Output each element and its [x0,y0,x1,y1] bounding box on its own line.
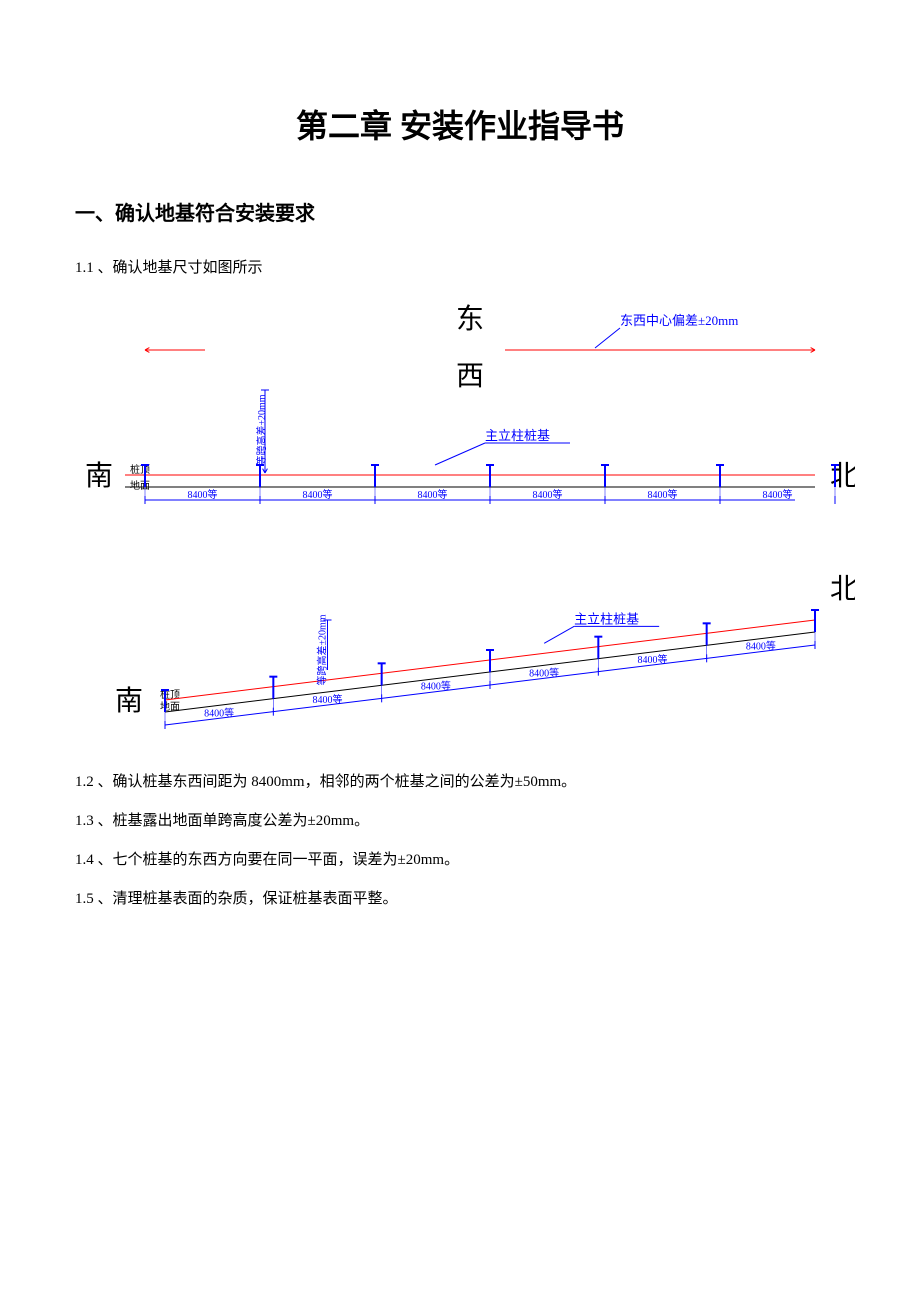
svg-text:8400等: 8400等 [529,667,559,680]
svg-text:等跨高差±20mm: 等跨高差±20mm [255,395,268,466]
svg-text:南: 南 [115,685,143,717]
item-1-1: 1.1 、确认地基尺寸如图所示 [75,256,845,280]
svg-text:8400等: 8400等 [648,488,678,501]
svg-text:8400等: 8400等 [313,693,343,706]
svg-text:8400等: 8400等 [303,488,333,501]
svg-text:8400等: 8400等 [204,707,234,720]
svg-text:8400等: 8400等 [188,488,218,501]
svg-text:主立柱桩基: 主立柱桩基 [574,612,639,627]
foundation-diagram: 东西南北东西中心偏差±20mm桩顶地面8400等8400等8400等8400等8… [75,300,845,730]
svg-text:西: 西 [456,361,484,392]
item-1-2: 1.2 、确认桩基东西间距为 8400mm，相邻的两个桩基之间的公差为±50mm… [75,770,845,794]
chapter-title: 第二章 安装作业指导书 [75,101,845,147]
svg-text:8400等: 8400等 [638,653,668,666]
svg-text:8400等: 8400等 [746,640,776,653]
svg-text:8400等: 8400等 [533,488,563,501]
item-1-4: 1.4 、七个桩基的东西方向要在同一平面，误差为±20mm。 [75,848,845,872]
svg-text:8400等: 8400等 [763,488,793,501]
svg-text:地面: 地面 [130,479,150,492]
svg-text:8400等: 8400等 [421,680,451,693]
svg-text:东: 东 [456,303,484,335]
section-heading: 一、确认地基符合安装要求 [75,197,845,226]
item-1-5: 1.5 、清理桩基表面的杂质，保证桩基表面平整。 [75,887,845,911]
svg-text:主立柱桩基: 主立柱桩基 [485,428,550,443]
item-1-3: 1.3 、桩基露出地面单跨高度公差为±20mm。 [75,809,845,833]
svg-text:8400等: 8400等 [418,488,448,501]
svg-text:北: 北 [830,574,855,605]
svg-text:东西中心偏差±20mm: 东西中心偏差±20mm [620,313,738,328]
svg-text:等跨高差±20mm: 等跨高差±20mm [316,615,329,686]
svg-text:南: 南 [85,460,113,492]
